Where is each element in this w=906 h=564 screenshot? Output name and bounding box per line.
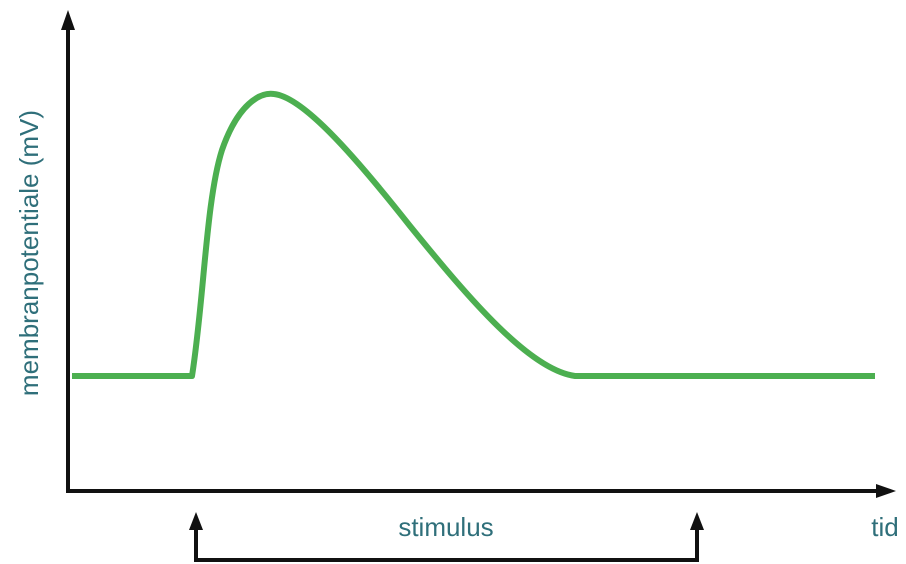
x-axis-arrow-icon (876, 484, 896, 498)
stimulus-bracket (194, 528, 699, 562)
stimulus-start-arrow-icon (189, 512, 203, 530)
x-axis-label: tid (871, 512, 898, 542)
y-axis-arrow-icon (61, 10, 75, 30)
stimulus-end-arrow-icon (690, 512, 704, 530)
y-axis-label: membranpotentiale (mV) (14, 110, 44, 396)
stimulus-label: stimulus (398, 512, 493, 542)
membrane-potential-curve (72, 90, 875, 379)
